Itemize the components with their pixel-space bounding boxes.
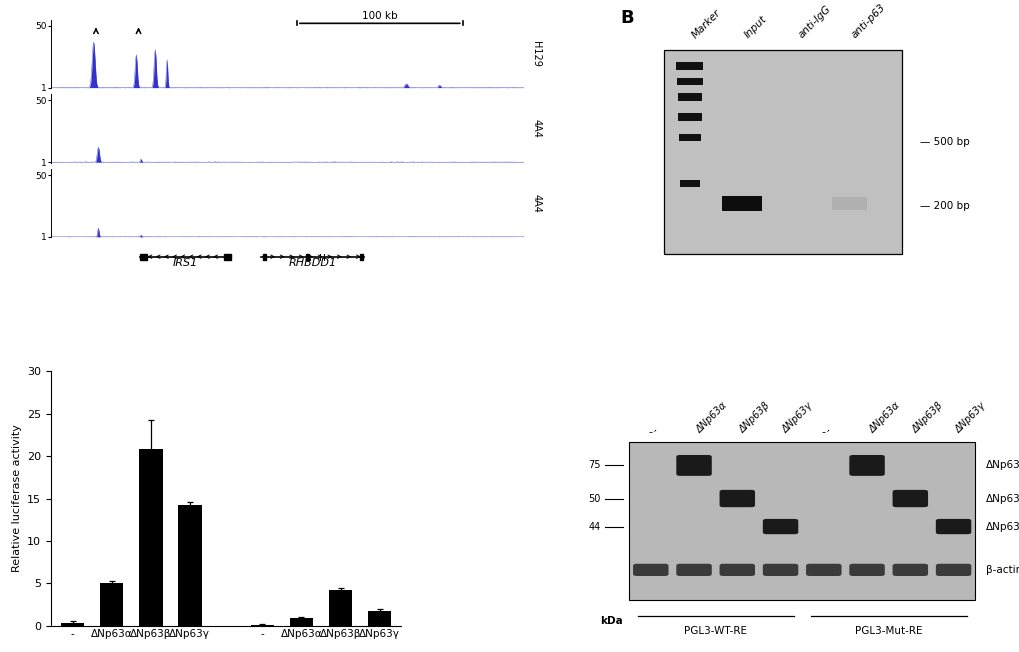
Bar <box>289 618 313 626</box>
Text: ΔNp63γ: ΔNp63γ <box>985 522 1019 531</box>
Text: -: - <box>821 428 825 437</box>
Bar <box>721 196 761 211</box>
Text: -: - <box>650 425 659 435</box>
Text: anti-p63: anti-p63 <box>849 2 887 40</box>
Bar <box>328 590 352 626</box>
Text: ΔNp63β: ΔNp63β <box>909 400 944 435</box>
Text: anti-IgG: anti-IgG <box>796 4 833 40</box>
Text: 4A4: 4A4 <box>531 194 541 213</box>
FancyBboxPatch shape <box>849 564 883 576</box>
Bar <box>663 50 901 254</box>
Bar <box>100 584 123 626</box>
Bar <box>677 93 701 100</box>
Text: PGL3-Mut-RE: PGL3-Mut-RE <box>854 626 921 636</box>
FancyBboxPatch shape <box>762 564 798 576</box>
Bar <box>140 254 147 259</box>
Text: 44: 44 <box>588 522 600 531</box>
Text: PGL3-WT-RE: PGL3-WT-RE <box>684 626 747 636</box>
Text: kDa: kDa <box>600 615 623 626</box>
Text: 100 kb: 100 kb <box>362 11 397 21</box>
Bar <box>832 198 866 210</box>
Text: ΔNp63β: ΔNp63β <box>985 494 1019 503</box>
Text: Marker: Marker <box>689 7 721 40</box>
Text: -: - <box>648 428 652 437</box>
FancyBboxPatch shape <box>718 564 754 576</box>
Bar <box>368 611 391 626</box>
Bar <box>263 254 266 259</box>
FancyBboxPatch shape <box>934 564 970 576</box>
FancyBboxPatch shape <box>718 490 754 507</box>
Bar <box>251 625 274 626</box>
FancyBboxPatch shape <box>762 519 798 534</box>
Bar <box>360 254 363 259</box>
FancyBboxPatch shape <box>934 519 970 534</box>
Text: ΔNp63γ: ΔNp63γ <box>953 400 986 435</box>
Bar <box>139 449 162 626</box>
FancyBboxPatch shape <box>805 564 841 576</box>
Text: ΔNp63α: ΔNp63α <box>693 400 728 435</box>
Text: B: B <box>620 9 634 27</box>
Text: Input: Input <box>742 14 767 40</box>
Text: ΔNp63β: ΔNp63β <box>737 400 771 435</box>
Bar <box>679 134 700 141</box>
Bar <box>676 63 703 70</box>
Text: 50: 50 <box>588 494 600 503</box>
Bar <box>677 78 702 85</box>
Text: 4A4: 4A4 <box>531 119 541 138</box>
Text: ΔNp63α: ΔNp63α <box>985 460 1019 470</box>
FancyBboxPatch shape <box>676 564 711 576</box>
Bar <box>61 623 85 626</box>
FancyBboxPatch shape <box>892 490 927 507</box>
Bar <box>306 254 309 259</box>
Text: — 200 bp: — 200 bp <box>919 201 968 211</box>
Bar <box>680 179 699 187</box>
Bar <box>224 254 231 259</box>
Text: H129: H129 <box>531 41 541 67</box>
Text: — 500 bp: — 500 bp <box>919 137 968 147</box>
Text: β-actin: β-actin <box>985 565 1019 575</box>
Bar <box>629 443 974 600</box>
Bar <box>678 113 701 121</box>
Text: 75: 75 <box>588 460 600 470</box>
FancyBboxPatch shape <box>633 564 667 576</box>
Text: ΔNp63α: ΔNp63α <box>866 400 901 435</box>
Text: RHBDD1: RHBDD1 <box>288 258 336 269</box>
Text: ΔNp63γ: ΔNp63γ <box>780 400 814 435</box>
Text: -: - <box>823 425 833 435</box>
FancyBboxPatch shape <box>676 455 711 476</box>
Bar <box>178 505 202 626</box>
Text: IRS1: IRS1 <box>173 258 198 269</box>
FancyBboxPatch shape <box>892 564 927 576</box>
Y-axis label: Relative luciferase activity: Relative luciferase activity <box>11 424 21 572</box>
FancyBboxPatch shape <box>849 455 883 476</box>
